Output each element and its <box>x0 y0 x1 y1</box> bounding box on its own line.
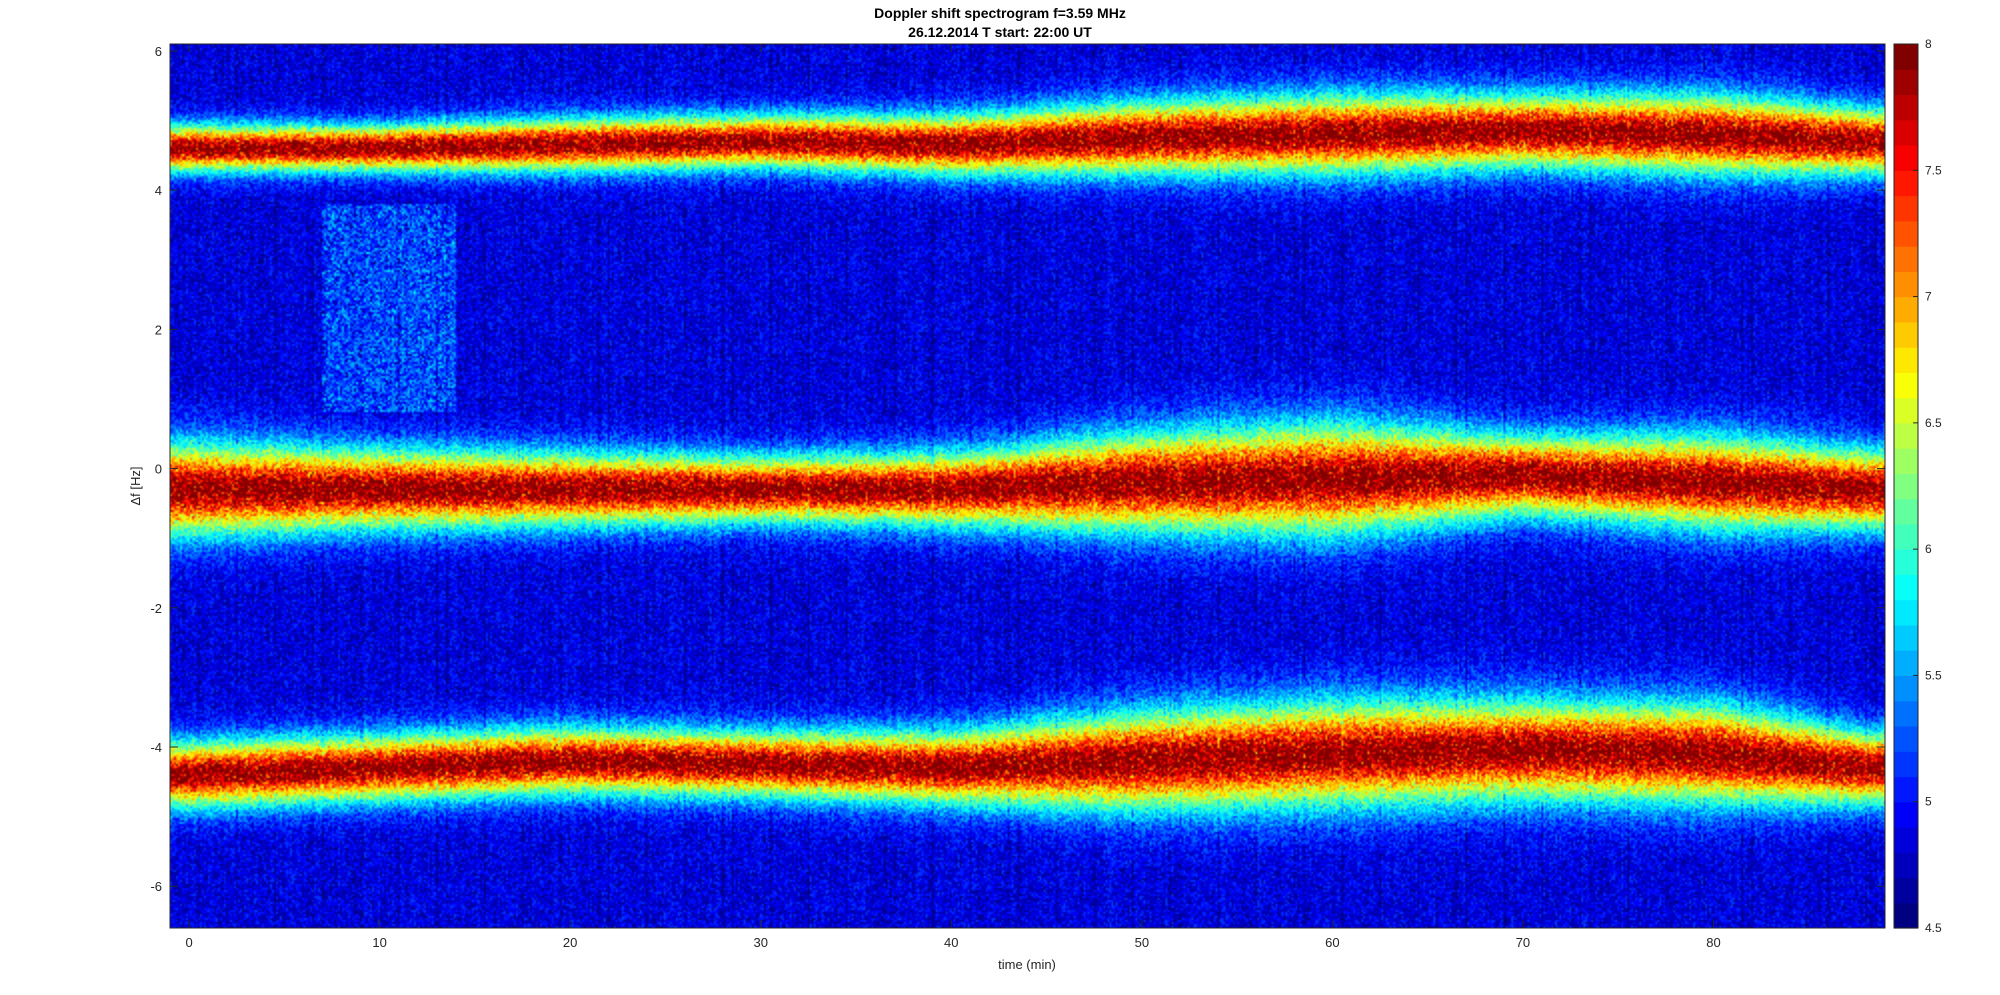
x-tick-label: 30 <box>753 935 767 950</box>
colorbar-segment <box>1894 246 1918 272</box>
x-tick-label: 70 <box>1516 935 1530 950</box>
colorbar-segment <box>1894 69 1918 96</box>
x-tick-label: 80 <box>1706 935 1720 950</box>
colorbar-segment <box>1894 271 1918 298</box>
heatmap-image-layer <box>170 44 1885 928</box>
x-tick-label: 0 <box>185 935 192 950</box>
x-tick-label: 50 <box>1135 935 1149 950</box>
colorbar-segment <box>1894 675 1918 702</box>
colorbar-segment <box>1894 902 1918 929</box>
x-tick-label: 20 <box>563 935 577 950</box>
colorbar-tick-label: 4.5 <box>1925 921 1942 935</box>
colorbar-segment <box>1894 725 1918 752</box>
colorbar-segment <box>1894 599 1918 626</box>
y-tick-label: -6 <box>150 879 162 894</box>
colorbar-segment <box>1894 321 1918 348</box>
colorbar-segment <box>1894 877 1918 904</box>
y-tick-label: 6 <box>155 44 162 59</box>
y-tick-label: -4 <box>150 740 162 755</box>
spectrogram-image <box>170 44 1885 928</box>
chart-title: Doppler shift spectrogram f=3.59 MHz <box>874 5 1126 21</box>
colorbar-segment <box>1894 549 1918 575</box>
colorbar-segment <box>1894 826 1918 853</box>
colorbar-segment <box>1894 776 1918 803</box>
colorbar-segment <box>1894 650 1918 677</box>
colorbar-segment <box>1894 296 1918 323</box>
colorbar-segment <box>1894 145 1918 171</box>
colorbar-segment <box>1894 397 1918 424</box>
plot-frame <box>169 43 1886 929</box>
y-tick-label: 0 <box>155 462 162 477</box>
x-tick-label: 60 <box>1325 935 1339 950</box>
x-tick-label: 10 <box>372 935 386 950</box>
colorbar-segment <box>1894 44 1918 70</box>
chart-subtitle: 26.12.2014 T start: 22:00 UT <box>908 24 1092 40</box>
colorbar-segment <box>1894 195 1918 222</box>
colorbar-frame <box>1893 43 1919 929</box>
x-tick-label: 40 <box>944 935 958 950</box>
colorbar-segment <box>1894 220 1918 247</box>
y-tick-label: 2 <box>155 322 162 337</box>
y-tick-label: 4 <box>155 183 162 198</box>
colorbar-segment <box>1894 448 1918 474</box>
colorbar-tick-label: 6 <box>1925 542 1932 556</box>
colorbar-tick-label: 7.5 <box>1925 163 1942 177</box>
colorbar-segment <box>1894 498 1918 525</box>
y-axis-label: Δf [Hz] <box>128 466 143 505</box>
colorbar-segment <box>1894 574 1918 601</box>
colorbar-segment <box>1894 372 1918 399</box>
colorbar-tick-label: 5.5 <box>1925 668 1942 682</box>
x-axis-label: time (min) <box>998 957 1056 972</box>
colorbar-tick-label: 6.5 <box>1925 416 1942 430</box>
y-axis: -6 -4 -2 0 2 4 6 <box>150 44 1885 894</box>
colorbar-segment <box>1894 473 1918 500</box>
colorbar-segment <box>1894 852 1918 879</box>
colorbar-segment <box>1894 94 1918 121</box>
colorbar-segment <box>1894 700 1918 727</box>
x-axis: 0 10 20 30 40 50 60 70 80 <box>185 44 1721 950</box>
colorbar-segment <box>1894 170 1918 197</box>
colorbar-segment <box>1894 422 1918 449</box>
colorbar-segment <box>1894 347 1918 373</box>
colorbar-segment <box>1894 119 1918 146</box>
colorbar-segment <box>1894 751 1918 778</box>
colorbar: 4.5 5 5.5 6 6.5 7 7.5 8 <box>1893 37 1942 935</box>
colorbar-tick-label: 5 <box>1925 795 1932 809</box>
colorbar-segment <box>1894 624 1918 651</box>
colorbar-segment <box>1894 523 1918 550</box>
colorbar-tick-label: 8 <box>1925 37 1932 51</box>
y-tick-label: -2 <box>150 601 162 616</box>
colorbar-segment <box>1894 801 1918 828</box>
colorbar-tick-label: 7 <box>1925 290 1932 304</box>
